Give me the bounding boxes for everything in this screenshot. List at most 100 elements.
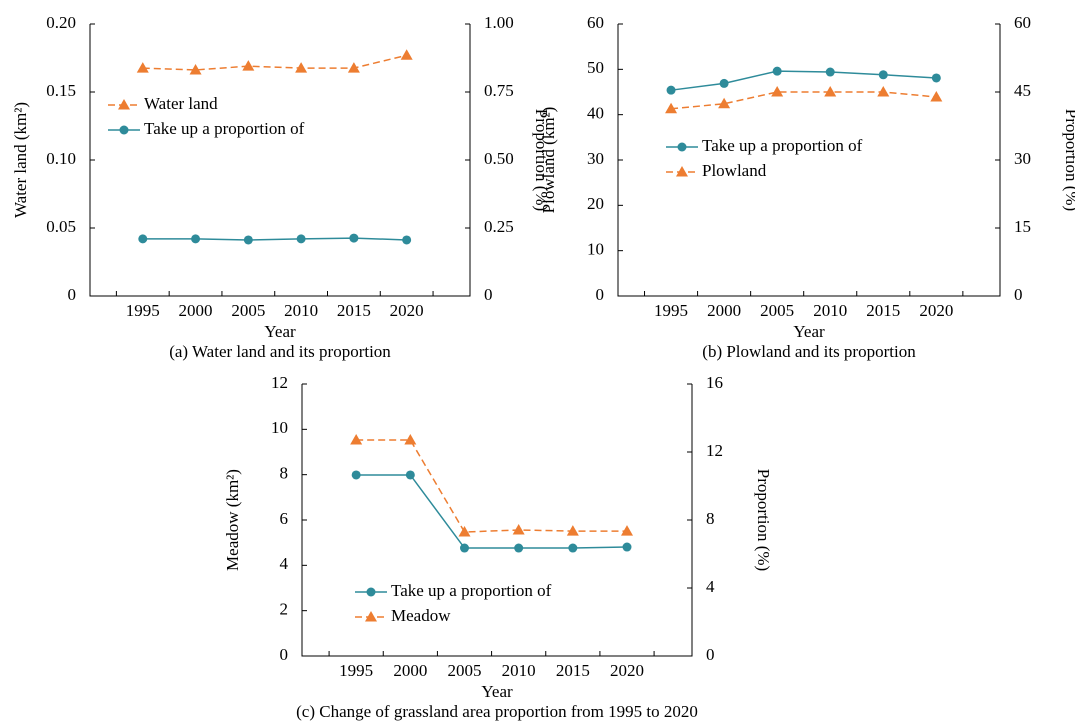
point <box>719 78 729 88</box>
x-tick-label: 2015 <box>866 301 900 320</box>
legend-marker <box>366 587 376 597</box>
point <box>825 67 835 77</box>
point <box>242 60 255 71</box>
y-tick-label: 10 <box>587 240 604 259</box>
series-line <box>356 439 627 533</box>
point <box>514 543 524 553</box>
legend-marker <box>365 611 377 622</box>
y2-tick-label: 1.00 <box>484 13 514 32</box>
point <box>349 233 359 243</box>
y-tick-label: 20 <box>587 194 604 213</box>
point <box>296 234 306 244</box>
point <box>930 90 943 102</box>
y-tick-label: 4 <box>280 554 289 573</box>
chart-caption: (a) Water land and its proportion <box>169 342 391 361</box>
y-tick-label: 40 <box>587 104 604 123</box>
x-tick-label: 1995 <box>339 661 373 680</box>
axes <box>301 384 693 657</box>
point <box>566 525 579 536</box>
legend-marker <box>119 125 129 135</box>
y2-tick-label: 12 <box>706 441 723 460</box>
x-tick-label: 2000 <box>393 661 427 680</box>
legend-marker <box>118 99 130 110</box>
y2-tick-label: 45 <box>1014 81 1031 100</box>
y2-tick-label: 15 <box>1014 217 1031 236</box>
point <box>460 543 469 553</box>
y-axis-label: Plowland (km²) <box>539 107 558 214</box>
x-tick-label: 2005 <box>448 661 482 680</box>
chart-caption: (b) Plowland and its proportion <box>702 342 916 361</box>
point <box>665 102 678 114</box>
point <box>458 526 471 537</box>
y2-tick-label: 0 <box>1014 285 1023 304</box>
y2-tick-label: 0.50 <box>484 149 514 168</box>
legend-marker <box>676 166 688 177</box>
y-tick-label: 0 <box>596 285 605 304</box>
x-tick-label: 2020 <box>610 661 644 680</box>
point <box>295 62 308 73</box>
point <box>347 62 360 73</box>
point <box>350 433 363 445</box>
y-tick-label: 50 <box>587 58 604 77</box>
y-tick-label: 12 <box>271 373 288 392</box>
y-tick-label: 0 <box>68 285 77 304</box>
y-tick-label: 10 <box>271 418 288 437</box>
y-tick-label: 0.20 <box>46 13 76 32</box>
x-tick-label: 2010 <box>284 301 318 320</box>
point <box>402 235 412 245</box>
y-tick-label: 30 <box>587 149 604 168</box>
x-tick-label: 2010 <box>813 301 847 320</box>
point <box>189 63 202 75</box>
y-axis-label: Water land (km²) <box>11 102 30 218</box>
x-tick-label: 2015 <box>337 301 371 320</box>
y-tick-label: 0.10 <box>46 149 76 168</box>
point <box>824 86 837 97</box>
series-line <box>670 70 937 91</box>
y-tick-label: 0.15 <box>46 81 76 100</box>
point <box>136 62 149 73</box>
legend-marker <box>677 142 687 152</box>
x-tick-label: 1995 <box>654 301 688 320</box>
point <box>771 86 784 97</box>
y2-tick-label: 4 <box>706 577 715 596</box>
point <box>622 542 632 552</box>
series-line <box>142 54 407 71</box>
y-axis-label: Meadow (km²) <box>223 469 242 571</box>
x-tick-label: 2020 <box>919 301 953 320</box>
point <box>877 86 890 97</box>
y2-tick-label: 60 <box>1014 13 1031 32</box>
y-tick-label: 6 <box>280 509 289 528</box>
y2-tick-label: 16 <box>706 373 723 392</box>
point <box>931 73 941 83</box>
y2-tick-label: 0 <box>706 645 715 664</box>
point <box>191 234 201 244</box>
y2-axis-label: Proportion (%) <box>532 109 551 211</box>
x-tick-label: 2005 <box>231 301 265 320</box>
chart-caption: (c) Change of grassland area proportion … <box>296 702 698 721</box>
x-tick-label: 2000 <box>707 301 741 320</box>
legend-label: Water land <box>144 94 218 113</box>
y-tick-label: 2 <box>280 600 289 619</box>
x-axis-label: Year <box>793 322 825 341</box>
y-tick-label: 8 <box>280 464 289 483</box>
y-tick-label: 0.05 <box>46 217 76 236</box>
point <box>666 85 676 95</box>
x-tick-label: 2000 <box>179 301 213 320</box>
point <box>878 70 888 80</box>
legend-label: Take up a proportion of <box>144 119 305 138</box>
x-tick-label: 1995 <box>126 301 160 320</box>
point <box>718 97 731 109</box>
series-line <box>670 91 937 110</box>
point <box>404 433 417 445</box>
x-tick-label: 2020 <box>390 301 424 320</box>
x-tick-label: 2015 <box>556 661 590 680</box>
legend-label: Take up a proportion of <box>391 581 552 600</box>
legend-label: Take up a proportion of <box>702 136 863 155</box>
point <box>243 235 253 245</box>
y-tick-label: 0 <box>280 645 289 664</box>
axes <box>89 24 471 297</box>
axes <box>617 24 1001 297</box>
y2-tick-label: 0 <box>484 285 493 304</box>
x-tick-label: 2005 <box>760 301 794 320</box>
